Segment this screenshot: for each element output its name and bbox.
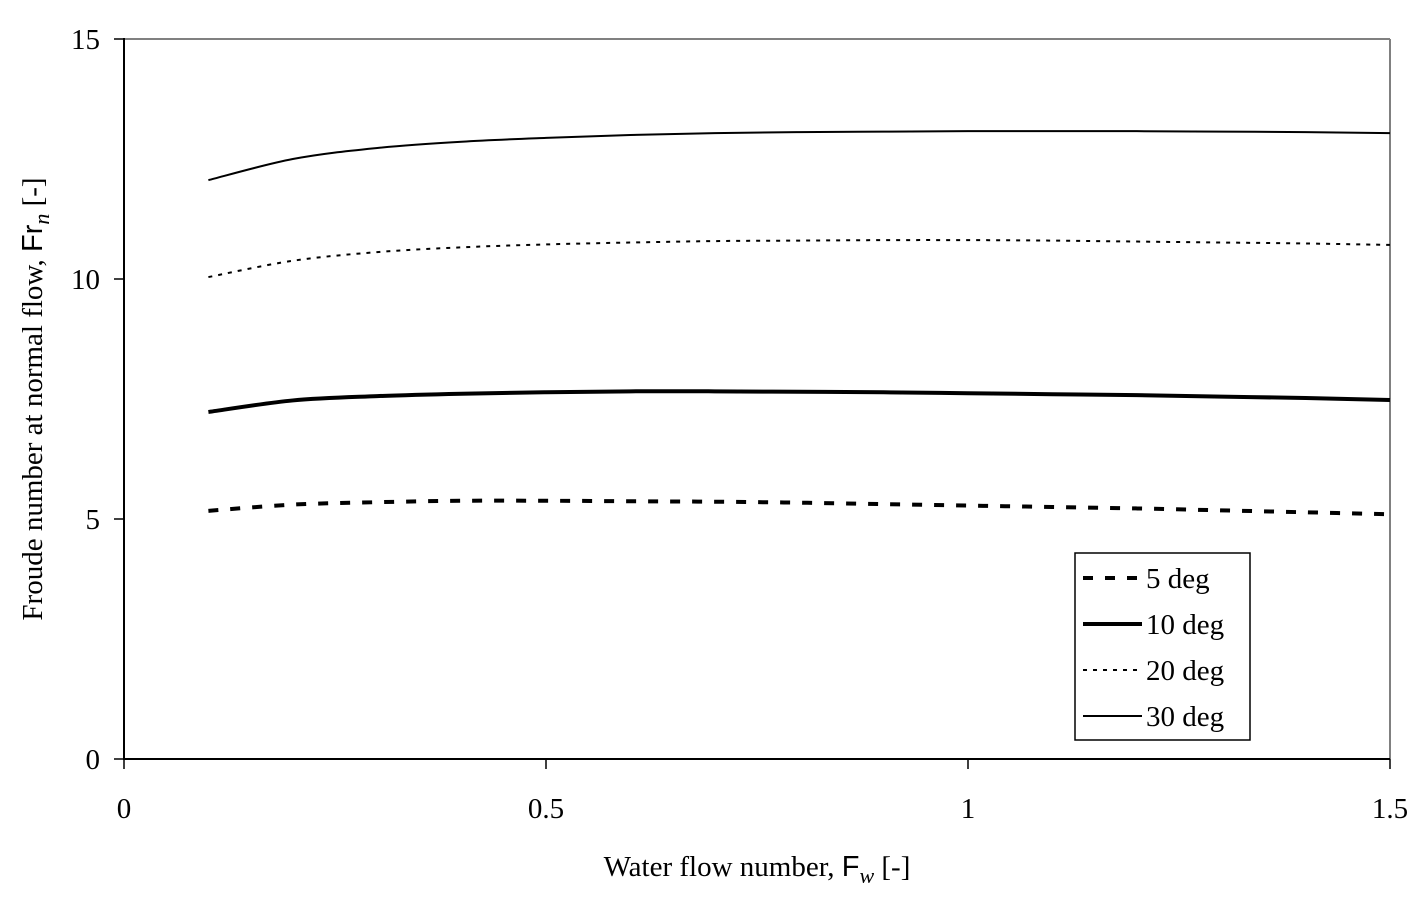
y-tick-label: 10: [71, 264, 100, 296]
series-line-10-deg: [208, 389, 1391, 414]
x-axis-ticks: 0 0.5 1 1.5: [117, 759, 1408, 825]
series-line-30-deg: [208, 130, 1391, 182]
data-series: [208, 130, 1391, 517]
y-axis-ticks: 0 5 10 15: [71, 24, 124, 776]
x-tick-label: 1: [961, 793, 976, 825]
legend-label: 10 deg: [1146, 609, 1224, 641]
legend: 5 deg 10 deg 20 deg 30 deg: [1074, 552, 1251, 741]
x-tick-label: 1.5: [1372, 793, 1408, 825]
legend-label: 5 deg: [1146, 563, 1210, 595]
legend-label: 30 deg: [1146, 701, 1224, 733]
x-tick-label: 0.5: [528, 793, 564, 825]
legend-label: 20 deg: [1146, 655, 1224, 687]
y-tick-label: 0: [86, 744, 101, 776]
y-tick-label: 5: [86, 504, 101, 536]
y-axis-title: Froude number at normal flow, Frn [-]: [17, 177, 54, 620]
series-line-5-deg: [208, 498, 1391, 517]
y-tick-label: 15: [71, 24, 100, 56]
plot-area: [123, 38, 1391, 760]
series-line-20-deg: [208, 239, 1391, 279]
legend-box: [1074, 552, 1251, 741]
x-axis-title: Water flow number, Fw [-]: [604, 851, 911, 888]
x-tick-label: 0: [117, 793, 132, 825]
